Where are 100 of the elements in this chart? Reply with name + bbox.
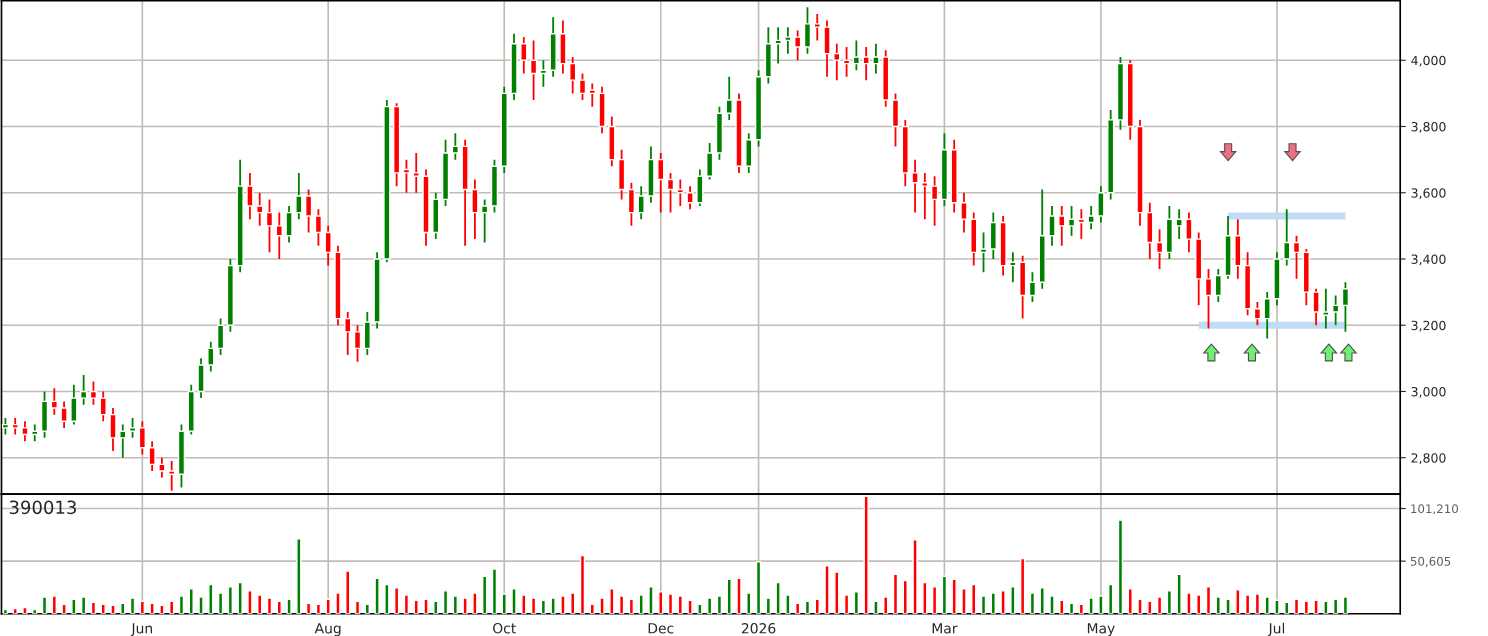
candlestick	[979, 231, 988, 274]
y-tick-label: 4,000	[1411, 55, 1446, 67]
bar	[325, 598, 331, 614]
bar	[814, 598, 820, 614]
bar	[247, 590, 253, 614]
x-tick-label: Dec	[648, 623, 674, 634]
candlestick	[314, 208, 323, 247]
bar	[1156, 596, 1163, 614]
bar	[1117, 519, 1124, 614]
bar	[159, 604, 165, 614]
bar	[618, 595, 625, 614]
y-tick-label: 3,200	[1411, 320, 1446, 332]
bar	[1333, 598, 1339, 614]
bar	[482, 575, 488, 614]
candlestick	[588, 82, 596, 108]
bar	[110, 604, 116, 614]
candlestick	[627, 181, 636, 227]
bar	[266, 597, 273, 614]
bar	[677, 595, 683, 614]
candlestick	[246, 171, 254, 221]
bar	[296, 538, 302, 614]
candlestick	[578, 72, 587, 101]
bar	[1205, 586, 1212, 614]
candlestick	[657, 152, 665, 214]
bar	[423, 598, 429, 614]
y-tick-label: 3,000	[1411, 386, 1446, 398]
candlestick	[1312, 287, 1320, 327]
bar	[1039, 587, 1045, 614]
candlestick	[344, 311, 352, 356]
bar	[345, 570, 351, 614]
bar	[1254, 593, 1261, 614]
bar	[980, 595, 987, 614]
bar	[706, 597, 713, 614]
bar	[217, 592, 224, 614]
bar	[286, 598, 292, 614]
bar	[912, 539, 918, 614]
candlestick	[960, 191, 968, 234]
bar	[22, 606, 28, 614]
bar	[883, 596, 889, 614]
bar	[1020, 557, 1026, 614]
candlestick	[451, 132, 459, 161]
candlestick	[148, 440, 156, 472]
candlestick	[481, 198, 489, 244]
annotation: 390013	[9, 500, 76, 515]
candlestick	[70, 383, 78, 426]
candlestick	[138, 420, 146, 456]
bar	[237, 581, 243, 614]
bar	[687, 599, 693, 614]
candlestick	[930, 175, 939, 227]
bar	[658, 591, 664, 614]
bar	[374, 577, 380, 614]
bar	[1137, 598, 1143, 614]
candlestick	[872, 42, 880, 75]
y-tick-label: 3,800	[1411, 121, 1446, 133]
bar	[931, 586, 938, 614]
bar	[667, 593, 674, 614]
candlestick	[158, 456, 166, 479]
candlestick	[833, 42, 841, 82]
candlestick	[803, 6, 812, 55]
candlestick	[324, 224, 332, 267]
candlestick	[637, 185, 645, 221]
bar	[765, 597, 771, 614]
bar	[1010, 586, 1016, 614]
bar	[1186, 592, 1192, 614]
bar	[521, 594, 527, 614]
bar	[873, 600, 879, 614]
bar	[853, 591, 860, 614]
bar	[638, 594, 644, 614]
candlestick	[471, 178, 479, 241]
bar	[501, 593, 507, 614]
bar	[863, 495, 869, 614]
candlestick	[216, 317, 225, 356]
candlestick	[911, 158, 919, 214]
bar	[1108, 583, 1114, 614]
candlestick	[1058, 205, 1066, 247]
bar	[472, 592, 478, 614]
bar	[1176, 573, 1182, 614]
candlestick	[520, 36, 528, 75]
bar	[442, 590, 449, 614]
candlestick	[1204, 268, 1213, 330]
candlestick	[1322, 287, 1330, 330]
bar	[149, 602, 155, 614]
bar	[384, 583, 390, 614]
bar	[71, 598, 77, 614]
candlestick	[921, 171, 929, 221]
bar	[560, 595, 566, 614]
candlestick	[207, 340, 215, 373]
bar	[1029, 592, 1036, 614]
bar	[951, 578, 957, 614]
bar	[80, 596, 87, 614]
x-tick-label: May	[1087, 623, 1115, 636]
bar	[403, 594, 410, 614]
bar	[41, 596, 48, 614]
candlestick	[21, 420, 29, 443]
bar	[393, 587, 400, 614]
candlestick	[275, 211, 283, 260]
candlestick	[1263, 291, 1271, 340]
candlestick	[1067, 205, 1076, 237]
candlestick	[1028, 271, 1037, 303]
bar	[530, 597, 537, 614]
